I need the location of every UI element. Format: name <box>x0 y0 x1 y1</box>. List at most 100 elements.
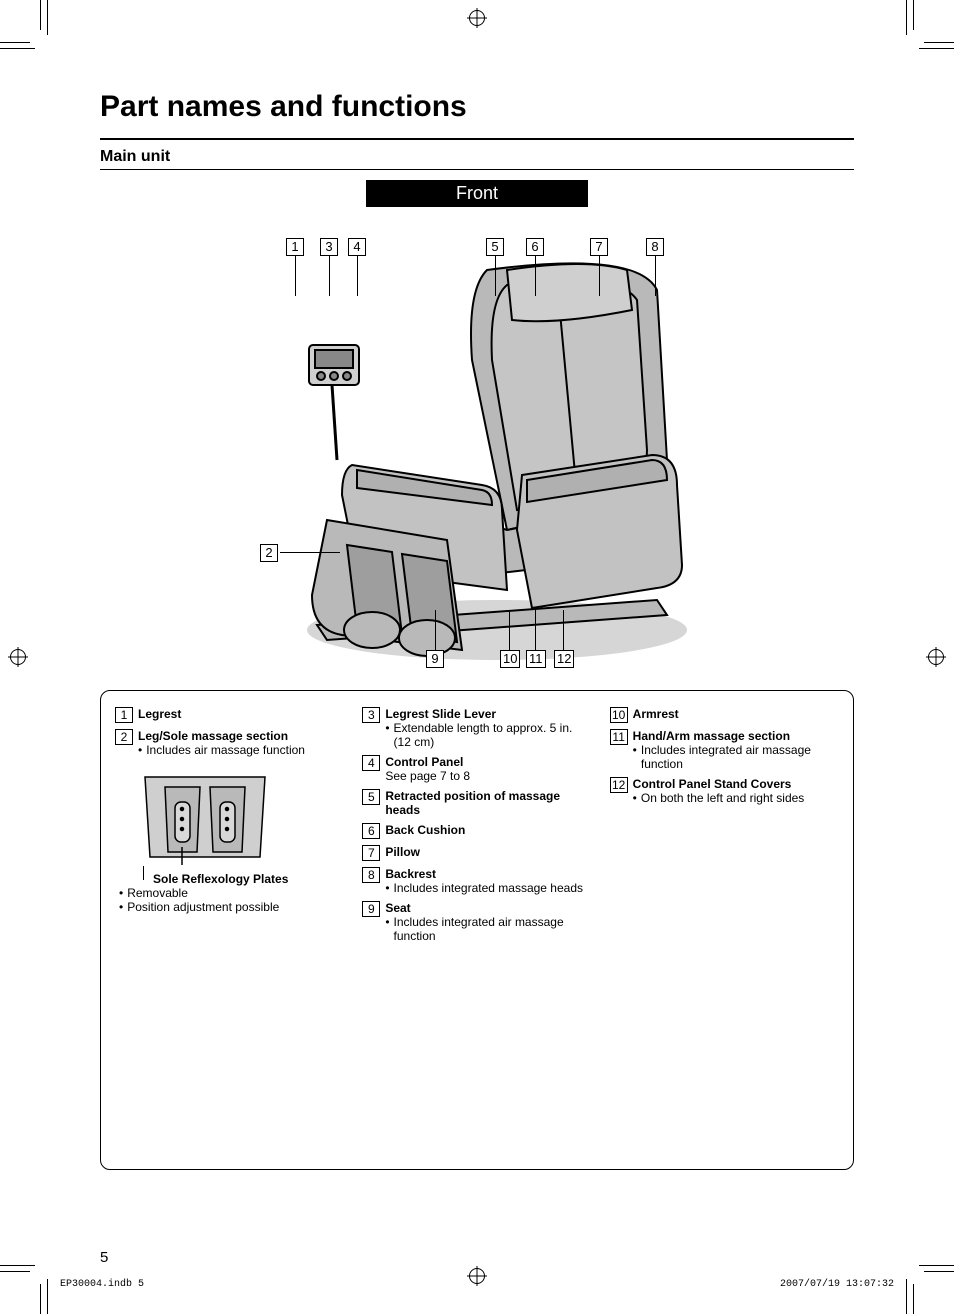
divider <box>100 138 854 140</box>
callout-2: 2 <box>260 544 278 562</box>
legend-number: 1 <box>115 707 133 723</box>
legend-desc: See page 7 to 8 <box>385 769 591 783</box>
legend-body: Hand/Arm massage section•Includes integr… <box>633 729 839 771</box>
legend-item-7: 7 Pillow <box>362 845 591 861</box>
page-content: Part names and functions Main unit Front <box>100 90 854 1244</box>
crop-mark <box>40 0 41 30</box>
legend-body: Control Panel Stand Covers•On both the l… <box>633 777 839 805</box>
legend-name: Legrest Slide Lever <box>385 707 591 721</box>
legend-column-1: 1 Legrest 2Leg/Sole massage section•Includ… <box>115 707 344 1151</box>
crop-mark <box>40 1284 41 1314</box>
crop-mark <box>0 1271 30 1272</box>
legend-body: Legrest <box>138 707 344 721</box>
page-number: 5 <box>100 1249 108 1266</box>
legend-number: 3 <box>362 707 380 723</box>
legend-item-1: 1 Legrest <box>115 707 344 723</box>
crop-mark <box>913 1284 914 1314</box>
registration-mark-icon <box>10 649 26 665</box>
crop-mark <box>919 1265 954 1266</box>
legend-item-5: 5 Retracted position of massage heads <box>362 789 591 817</box>
crop-mark <box>0 1265 35 1266</box>
legend-number: 2 <box>115 729 133 745</box>
legend-desc-text: Includes air massage function <box>146 743 305 757</box>
legend-number: 4 <box>362 755 380 771</box>
leader-line <box>655 256 656 296</box>
legend-item-2: 2Leg/Sole massage section•Includes air m… <box>115 729 344 757</box>
legend-number: 8 <box>362 867 380 883</box>
registration-mark-icon <box>469 10 485 26</box>
legend-name: Retracted position of massage heads <box>385 789 591 817</box>
bullet-icon: • <box>385 881 393 895</box>
legend-name: Seat <box>385 901 591 915</box>
crop-mark <box>0 48 35 49</box>
legend-item-9: 9Seat•Includes integrated air massage fu… <box>362 901 591 943</box>
legend-body: Pillow <box>385 845 591 859</box>
legend-desc: •Includes integrated air massage functio… <box>633 743 839 771</box>
diagram-area: Front <box>100 180 854 680</box>
bullet-icon: • <box>633 791 641 805</box>
legend-body: Seat•Includes integrated air massage fun… <box>385 901 591 943</box>
bullet-icon: • <box>385 915 393 929</box>
legend-number: 7 <box>362 845 380 861</box>
callout-6: 6 <box>526 238 544 256</box>
footer-file: EP30004.indb 5 <box>60 1279 144 1290</box>
crop-mark <box>919 48 954 49</box>
legend-item-10: 10Armrest <box>610 707 839 723</box>
legend-item-8: 8Backrest•Includes integrated massage he… <box>362 867 591 895</box>
legend-desc: •Includes integrated air massage functio… <box>385 915 591 943</box>
legend-desc-text: Position adjustment possible <box>127 900 279 914</box>
legend-name: Control Panel Stand Covers <box>633 777 839 791</box>
legend-item-12: 12 Control Panel Stand Covers•On both the… <box>610 777 839 805</box>
leader-line <box>563 610 564 650</box>
crop-mark <box>0 42 30 43</box>
legend-item-11: 11Hand/Arm massage section•Includes inte… <box>610 729 839 771</box>
callout-9: 9 <box>426 650 444 668</box>
legend-desc: •Includes air massage function <box>138 743 344 757</box>
legend-number: 5 <box>362 789 380 805</box>
callout-3: 3 <box>320 238 338 256</box>
crop-mark <box>906 1279 907 1314</box>
crop-mark <box>47 1279 48 1314</box>
legend-item-6: 6Back Cushion <box>362 823 591 839</box>
legend-body: Legrest Slide Lever•Extendable length to… <box>385 707 591 749</box>
legend-desc: •Removable <box>119 886 344 900</box>
legend-number: 6 <box>362 823 380 839</box>
bullet-icon: • <box>119 886 127 900</box>
legend-column-3: 10Armrest 11Hand/Arm massage section•Incl… <box>610 707 839 1151</box>
legend-item-3: 3 Legrest Slide Lever•Extendable length t… <box>362 707 591 749</box>
sole-plates-illustration <box>135 767 275 867</box>
page-title: Part names and functions <box>100 90 854 124</box>
callout-8: 8 <box>646 238 664 256</box>
callout-5: 5 <box>486 238 504 256</box>
legend-name: Armrest <box>633 707 839 721</box>
legend-name: Legrest <box>138 707 344 721</box>
legend-body: Retracted position of massage heads <box>385 789 591 817</box>
footer-timestamp: 2007/07/19 13:07:32 <box>780 1279 894 1290</box>
leader-line <box>295 256 296 296</box>
legend-desc: •On both the left and right sides <box>633 791 839 805</box>
bullet-icon: • <box>385 721 393 735</box>
legend-number: 12 <box>610 777 628 793</box>
legend-desc-text: Includes integrated air massage function <box>641 743 839 771</box>
callout-12: 12 <box>554 650 574 668</box>
legend-desc-text: Includes integrated air massage function <box>394 915 592 943</box>
legend-desc-text: On both the left and right sides <box>641 791 804 805</box>
legend-box: 1 Legrest 2Leg/Sole massage section•Includ… <box>100 690 854 1170</box>
bullet-icon: • <box>138 743 146 757</box>
callout-1: 1 <box>286 238 304 256</box>
legend-body: Armrest <box>633 707 839 721</box>
crop-mark <box>906 0 907 35</box>
legend-desc-text: Extendable length to approx. 5 in. (12 c… <box>394 721 592 749</box>
registration-mark-icon <box>928 649 944 665</box>
leader-line <box>357 256 358 296</box>
callout-11: 11 <box>526 650 546 668</box>
leader-line <box>535 256 536 296</box>
legend-name: Backrest <box>385 867 591 881</box>
sole-plates-notes: •Removable•Position adjustment possible <box>119 886 344 914</box>
print-footer: EP30004.indb 5 2007/07/19 13:07:32 <box>60 1279 894 1290</box>
bullet-icon: • <box>633 743 641 757</box>
leader-line <box>495 256 496 296</box>
view-label: Front <box>366 180 588 207</box>
legend-item-4: 4Control PanelSee page 7 to 8 <box>362 755 591 783</box>
leader-line <box>599 256 600 296</box>
